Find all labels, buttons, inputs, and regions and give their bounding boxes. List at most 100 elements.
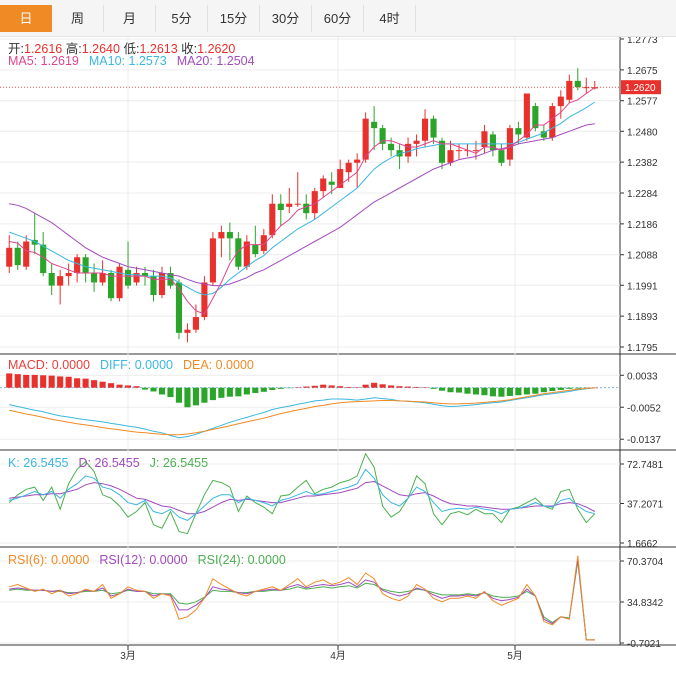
macd-histogram-bar xyxy=(523,387,530,395)
open-value: 1.2616 xyxy=(24,42,63,56)
macd-y-tick-label: 0.0033 xyxy=(627,371,658,382)
macd-histogram-bar xyxy=(515,387,522,396)
macd-histogram-bar xyxy=(371,382,378,388)
macd-histogram-bar xyxy=(74,378,81,388)
last-price-box xyxy=(621,80,661,95)
candle-body xyxy=(430,118,437,138)
rsi-legend-item: RSI(6): 0.0000 xyxy=(8,553,90,567)
macd-histogram-bar xyxy=(447,387,454,393)
y-tick-label: 1.2577 xyxy=(627,97,658,108)
macd-histogram-bar xyxy=(396,386,403,388)
macd-histogram-bar xyxy=(23,374,30,388)
x-tick-label: 4月 xyxy=(330,650,346,662)
macd-legend-label: MACD xyxy=(8,358,45,372)
rsi-y-tick-label: -0.7021 xyxy=(627,639,661,650)
tab-1[interactable]: 周 xyxy=(52,5,104,32)
candle-body xyxy=(108,272,115,299)
macd-histogram-bar xyxy=(430,387,437,389)
candle-body xyxy=(23,241,30,267)
y-tick-label: 1.2675 xyxy=(627,66,658,77)
ma-legend-value: 1.2573 xyxy=(128,54,167,68)
macd-histogram-bar xyxy=(209,387,216,401)
kdj-k-line xyxy=(9,468,595,521)
candle-body xyxy=(192,317,199,330)
macd-histogram-bar xyxy=(379,384,386,388)
tab-6[interactable]: 60分 xyxy=(312,5,364,32)
candle-body xyxy=(91,272,98,283)
low-label: 低 xyxy=(123,42,136,56)
y-tick-label: 1.2480 xyxy=(627,127,658,138)
macd-histogram-bar xyxy=(464,387,471,394)
macd-histogram-bar xyxy=(167,387,174,398)
candle-body xyxy=(6,247,13,267)
rsi-legend-value: 0.0000 xyxy=(149,553,188,567)
candle-body xyxy=(472,150,480,152)
rsi-legend-label: RSI(12) xyxy=(99,553,143,567)
candle-body xyxy=(455,150,463,152)
tab-3[interactable]: 5分 xyxy=(156,5,208,32)
candle-body xyxy=(201,282,208,318)
kdj-y-tick-label: 37.2071 xyxy=(627,500,664,511)
macd-histogram-bar xyxy=(48,375,55,388)
macd-histogram-bar xyxy=(405,386,412,388)
rsi24-line xyxy=(9,561,595,641)
y-tick-label: 1.1795 xyxy=(627,343,658,354)
ma-legend-label: MA10 xyxy=(88,54,122,68)
macd-histogram-bar xyxy=(175,387,183,403)
candle-body xyxy=(57,276,64,286)
ohlc-legend: 开:1.2616 高:1.2640 低:1.2613 收:1.2620 xyxy=(8,42,236,56)
ma-legend-item: MA5: 1.2619 xyxy=(8,54,79,68)
low-value: 1.2613 xyxy=(139,42,178,56)
candle-body xyxy=(421,118,429,141)
macd-histogram-bar xyxy=(362,384,369,388)
candle-body xyxy=(99,272,106,283)
y-tick-label: 1.2088 xyxy=(627,251,658,262)
macd-y-tick-label: -0.0052 xyxy=(627,403,661,414)
tab-4[interactable]: 15分 xyxy=(208,5,260,32)
last-price-label: 1.2620 xyxy=(625,83,656,94)
rsi-legend-item: RSI(24): 0.0000 xyxy=(197,553,286,567)
candle-body xyxy=(260,235,267,251)
candle-body xyxy=(574,80,581,88)
macd-histogram-bar xyxy=(269,387,276,390)
macd-histogram-bar xyxy=(438,387,446,391)
macd-histogram-bar xyxy=(277,387,284,389)
macd-histogram-bar xyxy=(226,387,233,397)
candle-body xyxy=(141,272,149,277)
tab-2[interactable]: 月 xyxy=(104,5,156,32)
kdj-legend-item: J: 26.5455 xyxy=(149,456,209,470)
candle-body xyxy=(124,269,132,286)
candle-body xyxy=(226,232,233,239)
ma-legend-item: MA20: 1.2504 xyxy=(176,54,255,68)
macd-histogram-bar xyxy=(31,374,38,388)
candle-body xyxy=(388,143,395,151)
ma-legend-label: MA5 xyxy=(8,54,34,68)
kdj-j-line xyxy=(8,452,596,535)
tab-5[interactable]: 30分 xyxy=(260,5,312,32)
candle-body xyxy=(379,128,386,144)
diff-line xyxy=(9,387,595,439)
candle-body xyxy=(354,159,361,163)
macd-histogram-bar xyxy=(320,384,327,388)
candle-body xyxy=(498,150,505,163)
candle-body xyxy=(345,162,352,173)
macd-histogram-bar xyxy=(498,387,505,397)
candle-body xyxy=(31,239,38,245)
macd-histogram-bar xyxy=(116,384,123,388)
candle-body xyxy=(175,282,183,333)
candle-body xyxy=(583,87,590,89)
macd-histogram-bar xyxy=(65,376,72,388)
close-value: 1.2620 xyxy=(197,42,236,56)
macd-histogram-bar xyxy=(557,387,564,390)
kdj-y-tick-label: 72.7481 xyxy=(627,460,664,471)
macd-histogram-bar xyxy=(421,387,429,388)
macd-histogram-bar xyxy=(141,387,149,390)
macd-histogram-bar xyxy=(294,387,301,388)
tab-0[interactable]: 日 xyxy=(0,5,52,32)
tab-7[interactable]: 4时 xyxy=(364,5,416,32)
ma-legend-item: MA10: 1.2573 xyxy=(88,54,167,68)
candle-body xyxy=(218,232,225,239)
y-tick-label: 1.2773 xyxy=(627,35,658,46)
x-tick-label: 3月 xyxy=(120,650,136,662)
candle-body xyxy=(413,140,420,144)
